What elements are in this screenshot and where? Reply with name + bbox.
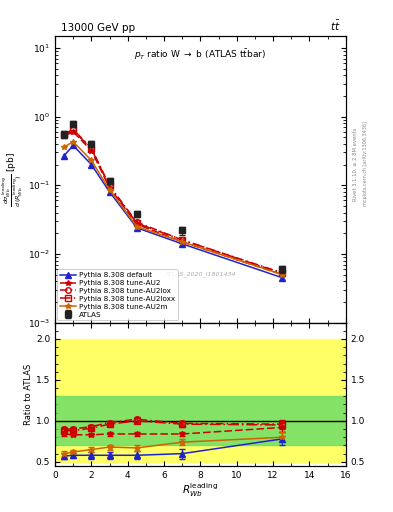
Text: 13000 GeV pp: 13000 GeV pp <box>61 23 135 33</box>
Pythia 8.308 tune-AU2loxx <box>62 132 66 138</box>
Pythia 8.308 tune-AU2m <box>180 239 185 245</box>
Pythia 8.308 tune-AU2m <box>134 224 139 230</box>
Pythia 8.308 tune-AU2loxx <box>89 146 94 152</box>
Pythia 8.308 tune-AU2 <box>280 271 285 278</box>
Pythia 8.308 tune-AU2lox <box>89 145 94 151</box>
Pythia 8.308 tune-AU2lox <box>280 270 285 276</box>
Pythia 8.308 tune-AU2 <box>62 133 66 139</box>
Pythia 8.308 default <box>134 225 139 231</box>
Pythia 8.308 tune-AU2m <box>107 187 112 193</box>
Text: $p_T$ ratio W $\rightarrow$ b (ATLAS t$\bar{\rm t}$bar): $p_T$ ratio W $\rightarrow$ b (ATLAS t$\… <box>134 47 266 62</box>
Pythia 8.308 tune-AU2lox <box>71 126 75 133</box>
Pythia 8.308 default <box>71 142 75 148</box>
Pythia 8.308 tune-AU2lox <box>107 183 112 189</box>
Pythia 8.308 tune-AU2 <box>180 239 185 245</box>
Pythia 8.308 default <box>280 274 285 281</box>
Legend: Pythia 8.308 default, Pythia 8.308 tune-AU2, Pythia 8.308 tune-AU2lox, Pythia 8.: Pythia 8.308 default, Pythia 8.308 tune-… <box>57 269 178 321</box>
Text: mcplots.cern.ch [arXiv:1306.3436]: mcplots.cern.ch [arXiv:1306.3436] <box>363 121 368 206</box>
X-axis label: $R_{Wb}^{\rm leading}$: $R_{Wb}^{\rm leading}$ <box>182 481 219 499</box>
Pythia 8.308 tune-AU2 <box>89 147 94 154</box>
Line: Pythia 8.308 tune-AU2m: Pythia 8.308 tune-AU2m <box>61 139 285 278</box>
Pythia 8.308 tune-AU2loxx <box>71 127 75 134</box>
Pythia 8.308 tune-AU2m <box>89 157 94 163</box>
Text: $t\bar{t}$: $t\bar{t}$ <box>330 19 340 33</box>
Pythia 8.308 tune-AU2lox <box>180 237 185 243</box>
Line: Pythia 8.308 tune-AU2lox: Pythia 8.308 tune-AU2lox <box>61 126 285 275</box>
Pythia 8.308 default <box>89 161 94 167</box>
Pythia 8.308 tune-AU2m <box>280 271 285 278</box>
Pythia 8.308 tune-AU2loxx <box>107 183 112 189</box>
Bar <box>55 396 346 445</box>
Pythia 8.308 tune-AU2loxx <box>134 220 139 226</box>
Pythia 8.308 tune-AU2 <box>71 129 75 135</box>
Pythia 8.308 tune-AU2m <box>71 139 75 145</box>
Pythia 8.308 tune-AU2 <box>134 221 139 227</box>
Pythia 8.308 default <box>62 153 66 159</box>
Pythia 8.308 tune-AU2lox <box>62 131 66 137</box>
Pythia 8.308 default <box>107 189 112 195</box>
Bar <box>55 339 346 462</box>
Pythia 8.308 tune-AU2loxx <box>180 237 185 243</box>
Y-axis label: Ratio to ATLAS: Ratio to ATLAS <box>24 364 33 425</box>
Pythia 8.308 tune-AU2lox <box>134 219 139 225</box>
Line: Pythia 8.308 tune-AU2: Pythia 8.308 tune-AU2 <box>61 129 285 278</box>
Text: ATLAS_2020_I1801434: ATLAS_2020_I1801434 <box>165 271 236 276</box>
Pythia 8.308 tune-AU2m <box>62 144 66 150</box>
Pythia 8.308 tune-AU2 <box>107 185 112 191</box>
Line: Pythia 8.308 tune-AU2loxx: Pythia 8.308 tune-AU2loxx <box>61 127 285 276</box>
Line: Pythia 8.308 default: Pythia 8.308 default <box>61 143 285 281</box>
Pythia 8.308 tune-AU2loxx <box>280 270 285 276</box>
Y-axis label: $\frac{d\sigma^{\rm\ leading}_{Wb}}{d\,(R_{Wb}^{\rm leading})}$ [pb]: $\frac{d\sigma^{\rm\ leading}_{Wb}}{d\,(… <box>1 152 25 207</box>
Pythia 8.308 default <box>180 241 185 247</box>
Text: Rivet 3.1.10, ≥ 2.8M events: Rivet 3.1.10, ≥ 2.8M events <box>353 127 358 201</box>
